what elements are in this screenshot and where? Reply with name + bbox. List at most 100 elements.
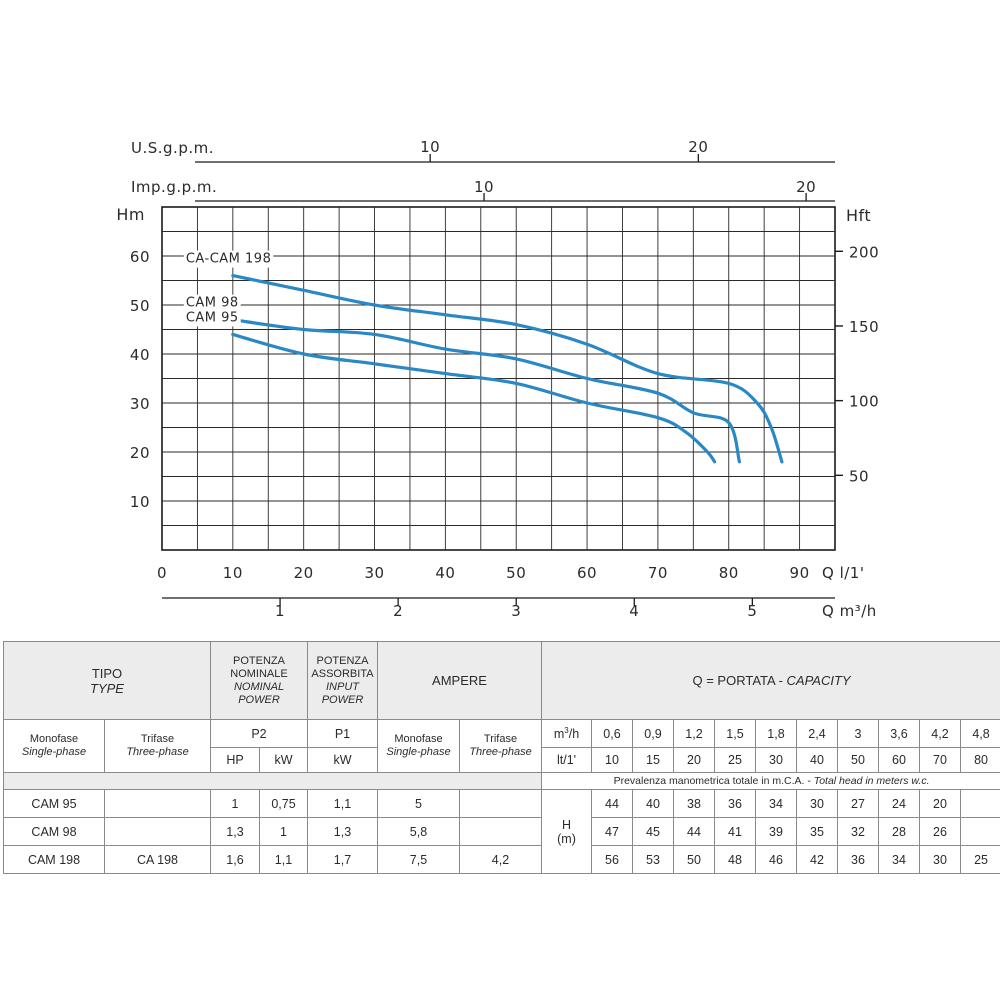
- m3h-tick-label: 5: [747, 602, 757, 620]
- m3h-value: 3: [837, 719, 879, 748]
- trifase-label: Trifase: [483, 733, 518, 745]
- p1-value: 1,1: [307, 789, 378, 818]
- y2-tick-label: 50: [849, 467, 869, 485]
- m3h-value: 0,6: [591, 719, 633, 748]
- head-value: 44: [591, 789, 633, 818]
- head-value: 36: [837, 845, 879, 874]
- m3h-value: 4,8: [959, 719, 1000, 748]
- head-value: 35: [796, 817, 838, 846]
- us-gpm-tick-label: 10: [420, 138, 440, 156]
- head-value: 30: [919, 845, 961, 874]
- head-value: 47: [591, 817, 633, 846]
- amp-tri-value: [459, 817, 542, 846]
- head-value: 50: [673, 845, 715, 874]
- lt-value: 30: [755, 747, 797, 773]
- head-value: 46: [755, 845, 797, 874]
- head-value: 27: [837, 789, 879, 818]
- nominal-label: NOMINAL: [233, 680, 285, 693]
- y2-axis-label: Hft: [846, 206, 871, 225]
- x-tick-label: 30: [364, 564, 384, 582]
- y-axis-label: Hm: [116, 205, 145, 224]
- monofase-label: Monofase: [394, 733, 443, 745]
- head-value: 28: [878, 817, 920, 846]
- x-tick-label: 10: [223, 564, 243, 582]
- m3h-value: 0,9: [632, 719, 674, 748]
- head-note: Prevalenza manometrica totale in m.C.A. …: [540, 772, 1000, 790]
- y-tick-label: 30: [130, 395, 150, 413]
- nominale-label: NOMINALE: [230, 667, 288, 680]
- head-value: 53: [632, 845, 674, 874]
- kw-value: 1: [259, 817, 308, 846]
- model-mono: CAM 95: [3, 789, 105, 818]
- nominal-power-header: POTENZA NOMINALE NOMINAL POWER: [210, 641, 308, 720]
- single-phase-label: Single-phase: [386, 746, 451, 758]
- head-note-it: Prevalenza manometrica totale in m.C.A. …: [613, 775, 814, 787]
- p1-value: 1,7: [307, 845, 378, 874]
- series-label-bg: [183, 294, 241, 312]
- x-tick-label: 60: [577, 564, 597, 582]
- curve-cam-95: [231, 332, 717, 464]
- lt-value: 60: [878, 747, 920, 773]
- model-tri: CA 198: [104, 845, 211, 874]
- three-phase-label: Three-phase: [126, 746, 189, 758]
- potenza-label: POTENZA: [233, 654, 285, 667]
- h-label: H: [561, 817, 572, 832]
- curve-cam-98: [231, 318, 741, 464]
- x-tick-label: 50: [506, 564, 526, 582]
- x-tick-label: 20: [294, 564, 314, 582]
- model-mono: CAM 198: [3, 845, 105, 874]
- head-value: 48: [714, 845, 756, 874]
- x-tick-label: 70: [648, 564, 668, 582]
- pump-data-table: TIPO TYPE POTENZA NOMINALE NOMINAL POWER…: [3, 641, 1000, 874]
- hp-value: 1,3: [210, 817, 260, 846]
- head-note-en: Total head in meters w.c.: [813, 775, 930, 787]
- head-value: 26: [919, 817, 961, 846]
- header-spacer: [3, 772, 542, 790]
- lt-value: 20: [673, 747, 715, 773]
- y-tick-label: 20: [130, 444, 150, 462]
- amp-tri-value: [459, 789, 542, 818]
- series-label: CAM 98: [186, 296, 239, 311]
- chart-curves: [231, 274, 784, 464]
- imp-gpm-tick-label: 20: [796, 178, 816, 196]
- table-row: CAM 98 1,3 1 1,3 5,8 47 45 44 41 39 35 3…: [3, 817, 1000, 846]
- p1-header: P1: [307, 719, 378, 748]
- head-value: 36: [714, 789, 756, 818]
- m3h-tick-label: 3: [511, 602, 521, 620]
- kw-p1-header: kW: [307, 747, 378, 773]
- us-gpm-tick-label: 20: [688, 138, 708, 156]
- p1-value: 1,3: [307, 817, 378, 846]
- m3h-value: 1,2: [673, 719, 715, 748]
- type-label: TYPE: [90, 680, 124, 696]
- y-tick-label: 50: [130, 297, 150, 315]
- y2-tick-label: 100: [849, 393, 879, 411]
- series-label: CAM 95: [186, 310, 239, 325]
- head-value: 25: [959, 845, 1000, 874]
- m3h-m: m: [553, 727, 565, 742]
- lt-value: 70: [919, 747, 961, 773]
- single-phase-label: Single-phase: [21, 746, 87, 758]
- monofase-label: Monofase: [29, 733, 79, 745]
- head-value: 38: [673, 789, 715, 818]
- m3h-tick-label: 4: [629, 602, 639, 620]
- kw-value: 0,75: [259, 789, 308, 818]
- head-value: 44: [673, 817, 715, 846]
- capacity-label: CAPACITY: [786, 673, 851, 688]
- p2-header: P2: [210, 719, 308, 748]
- x-tick-label: 40: [435, 564, 455, 582]
- m3h-value: 4,2: [919, 719, 961, 748]
- y2-tick-label: 200: [849, 243, 879, 261]
- hp-value: 1,6: [210, 845, 260, 874]
- tipo-header: TIPO TYPE: [3, 641, 211, 720]
- ampere-trifase-header: Trifase Three-phase: [459, 719, 542, 773]
- y-tick-label: 60: [130, 248, 150, 266]
- head-value: 34: [755, 789, 797, 818]
- lt-value: 40: [796, 747, 838, 773]
- assorbita-label: ASSORBITA: [311, 667, 374, 680]
- curve-ca-cam-198: [231, 274, 784, 464]
- head-value: 34: [878, 845, 920, 874]
- h-unit: (m): [557, 831, 576, 846]
- input-power-header: POTENZA ASSORBITA INPUT POWER: [307, 641, 378, 720]
- head-value: [959, 789, 1000, 818]
- m3h-sup: 3: [564, 725, 569, 735]
